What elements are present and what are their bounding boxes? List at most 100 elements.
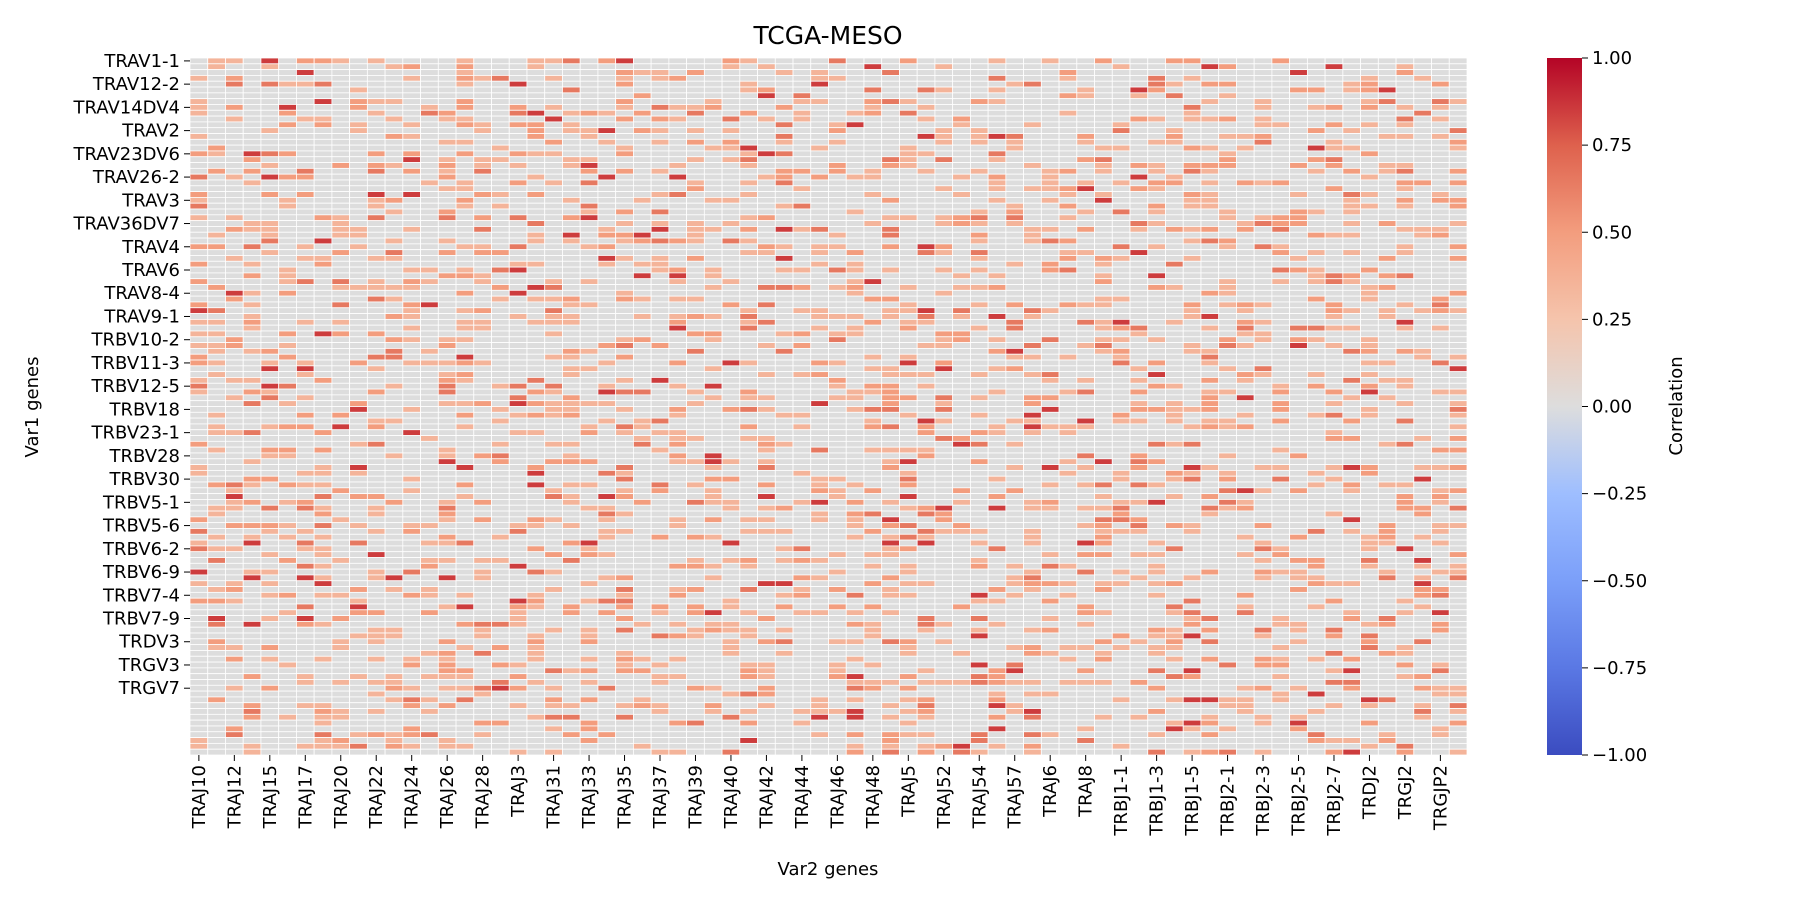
heatmap-cell (1324, 86, 1344, 94)
heatmap-cell (1058, 144, 1078, 152)
heatmap-cell (774, 63, 794, 71)
heatmap-cell (1253, 394, 1273, 402)
heatmap-cell (881, 371, 900, 378)
heatmap-cell (579, 446, 599, 454)
heatmap-cell (1218, 382, 1237, 390)
heatmap-cell (650, 406, 670, 413)
heatmap-cell (1005, 104, 1024, 111)
heatmap-cell (615, 411, 634, 419)
heatmap-cell (207, 423, 226, 431)
heatmap-cell (562, 179, 581, 187)
heatmap-cell (1306, 57, 1326, 65)
heatmap-cell (845, 423, 865, 431)
heatmap-cell (313, 243, 333, 251)
heatmap-cell (686, 255, 705, 262)
heatmap-cell (721, 104, 741, 111)
heatmap-cell (597, 133, 617, 140)
heatmap-cell (491, 86, 510, 94)
heatmap-cell (828, 231, 847, 239)
heatmap-cell (1076, 214, 1095, 222)
heatmap-cell (668, 284, 688, 291)
heatmap-cell (366, 278, 386, 285)
heatmap-cell (1058, 75, 1078, 82)
heatmap-cell (703, 243, 723, 251)
heatmap-cell (934, 214, 954, 222)
heatmap-cell (987, 115, 1007, 123)
heatmap-cell (1182, 295, 1202, 303)
heatmap-cell (952, 249, 971, 256)
heatmap-cell (934, 220, 954, 227)
heatmap-cell (473, 301, 492, 309)
heatmap-cell (1236, 272, 1255, 280)
heatmap-cell (703, 318, 723, 326)
heatmap-cell (189, 429, 209, 436)
heatmap-cell (562, 127, 581, 134)
heatmap-cell (1023, 173, 1042, 181)
heatmap-cell (349, 336, 368, 344)
heatmap-cell (562, 400, 581, 407)
heatmap-cell (1342, 109, 1361, 117)
heatmap-cell (1306, 69, 1326, 76)
heatmap-cell (1253, 226, 1273, 233)
heatmap-cell (1413, 86, 1432, 94)
heatmap-cell (1200, 133, 1220, 140)
heatmap-cell (597, 324, 617, 332)
heatmap-cell (491, 162, 510, 169)
heatmap-cell (384, 208, 404, 216)
heatmap-cell (242, 452, 262, 460)
heatmap-cell (384, 92, 404, 100)
heatmap-cell (828, 278, 847, 285)
heatmap-cell (207, 75, 226, 82)
heatmap-cell (207, 185, 226, 192)
heatmap-cell (366, 208, 386, 216)
heatmap-cell (1253, 208, 1273, 216)
heatmap-cell (721, 359, 741, 367)
heatmap-cell (242, 411, 262, 419)
heatmap-cell (1147, 278, 1166, 285)
heatmap-cell (1005, 196, 1024, 204)
heatmap-cell (597, 284, 617, 291)
heatmap-cell (1360, 202, 1379, 210)
heatmap-cell (1058, 307, 1078, 314)
heatmap-cell (757, 400, 776, 407)
heatmap-cell (278, 301, 297, 309)
heatmap-cell (562, 382, 581, 390)
heatmap-cell (225, 342, 244, 349)
heatmap-cell (508, 202, 528, 210)
heatmap-cell (1111, 208, 1131, 216)
heatmap-cell (508, 440, 528, 448)
heatmap-cell (313, 109, 333, 117)
heatmap-cell (703, 202, 723, 210)
heatmap-cell (1324, 237, 1344, 245)
heatmap-cell (1094, 208, 1113, 216)
heatmap-cell (615, 75, 634, 82)
heatmap-cell (491, 435, 510, 442)
heatmap-cell (792, 324, 812, 332)
heatmap-cell (792, 121, 812, 129)
heatmap-cell (1218, 342, 1237, 349)
heatmap-cell (1236, 318, 1255, 326)
heatmap-cell (668, 63, 688, 71)
heatmap-cell (1076, 220, 1095, 227)
heatmap-cell (1395, 63, 1415, 71)
heatmap-cell (668, 336, 688, 344)
heatmap-cell (1324, 353, 1344, 361)
heatmap-cell (313, 278, 333, 285)
heatmap-cell (828, 167, 847, 175)
heatmap-cell (934, 231, 954, 239)
heatmap-cell (810, 226, 829, 233)
heatmap-cell (916, 324, 936, 332)
heatmap-cell (739, 278, 758, 285)
heatmap-cell (1306, 411, 1326, 419)
heatmap-cell (1431, 255, 1450, 262)
heatmap-cell (1413, 388, 1432, 396)
heatmap-cell (1253, 406, 1273, 413)
heatmap-cell (384, 109, 404, 117)
heatmap-cell (189, 446, 209, 454)
heatmap-cell (757, 57, 776, 65)
heatmap-cell (225, 133, 244, 140)
heatmap-cell (562, 185, 581, 192)
heatmap-cell (1342, 388, 1361, 396)
heatmap-cell (1253, 289, 1273, 297)
heatmap-cell (881, 237, 900, 245)
